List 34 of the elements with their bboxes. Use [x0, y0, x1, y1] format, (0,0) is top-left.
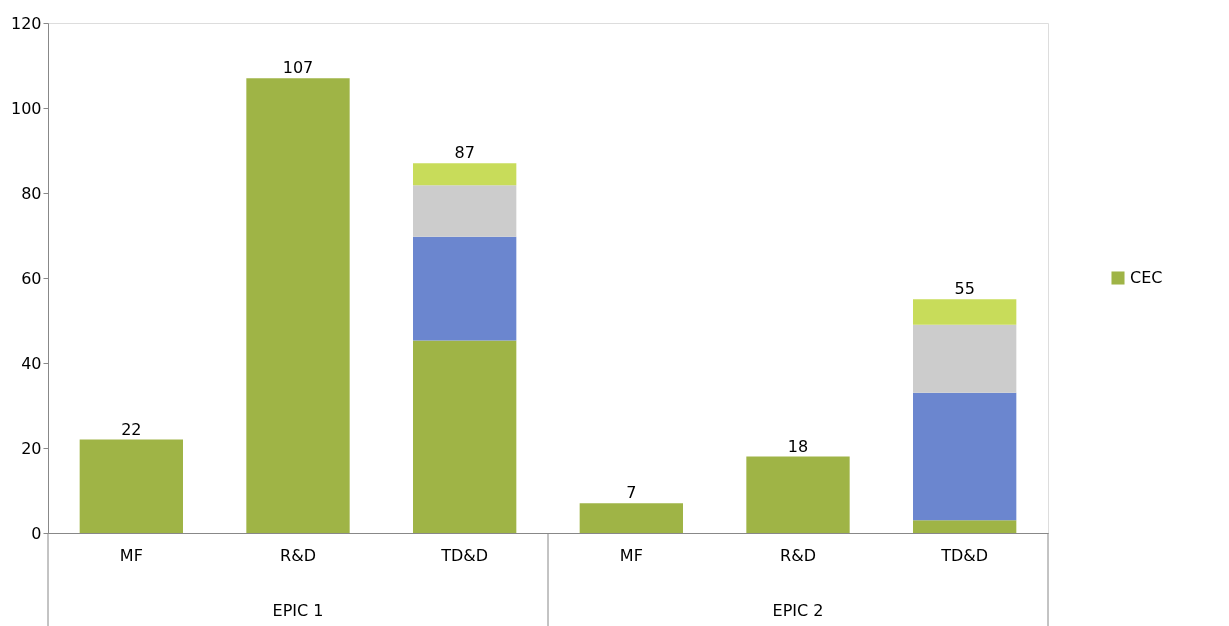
text: EPIC 1: [272, 601, 324, 620]
total-label: 87: [454, 143, 475, 163]
total-label: 22: [121, 419, 142, 439]
bar: [579, 503, 683, 533]
total-label: 107: [282, 58, 314, 78]
y-tick-label: 80: [21, 183, 42, 203]
bar: [413, 236, 517, 341]
bar: [79, 439, 183, 533]
x-tick-label: TD&D: [440, 545, 489, 565]
bar: [913, 520, 1017, 533]
legend-label: CEC: [1130, 268, 1163, 287]
bar: [913, 324, 1017, 393]
x-tick-label: TD&D: [940, 545, 989, 565]
bar: [413, 185, 517, 237]
y-tick-label: 20: [21, 438, 42, 458]
bar: [413, 340, 517, 533]
bar: [246, 78, 350, 533]
x-tick-label: R&D: [780, 545, 816, 565]
x-tick-label: R&D: [280, 545, 316, 565]
x-tick-label: MF: [619, 545, 643, 565]
bar: [913, 392, 1017, 521]
total-label: 55: [954, 279, 975, 299]
y-tick-label: 100: [10, 98, 42, 118]
bar: [413, 163, 517, 186]
total-label: 7: [626, 483, 637, 503]
y-tick-label: 60: [21, 268, 42, 288]
y-tick-label: 120: [10, 13, 42, 33]
bar: [746, 456, 850, 533]
bar: [913, 299, 1017, 325]
text: EPIC 2: [772, 601, 824, 620]
y-tick-label: 40: [21, 353, 42, 373]
total-label: 18: [787, 436, 809, 456]
y-tick-label: 0: [31, 523, 42, 543]
x-tick-label: MF: [119, 545, 143, 565]
